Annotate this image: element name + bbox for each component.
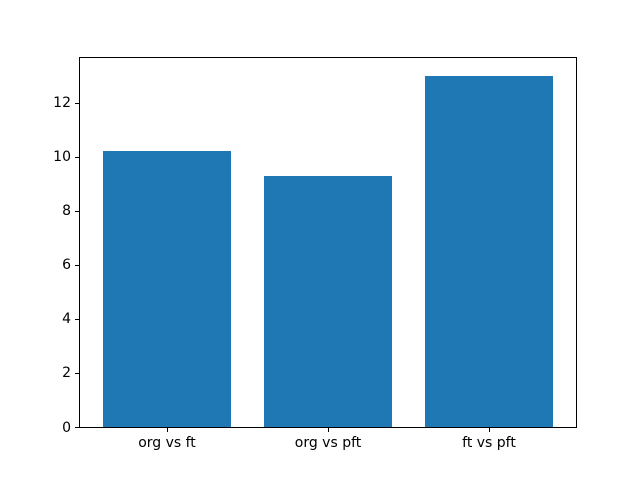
y-tick-label: 0	[62, 419, 71, 436]
plot-area	[79, 57, 577, 428]
y-tick-label: 8	[62, 203, 71, 220]
y-tick-mark	[75, 319, 80, 320]
y-tick-mark	[75, 373, 80, 374]
y-tick-label: 10	[53, 149, 71, 166]
bar-org-vs-pft	[263, 175, 393, 427]
y-tick-mark	[75, 427, 80, 428]
y-tick-mark	[75, 211, 80, 212]
y-tick-label: 4	[62, 311, 71, 328]
y-tick-label: 6	[62, 257, 71, 274]
x-tick-mark	[167, 427, 168, 432]
x-tick-mark	[489, 427, 490, 432]
y-tick-mark	[75, 157, 80, 158]
x-tick-label-org-vs-ft: org vs ft	[138, 435, 196, 451]
bar-ft-vs-pft	[424, 75, 554, 427]
y-tick-mark	[75, 103, 80, 104]
x-tick-mark	[328, 427, 329, 432]
y-tick-mark	[75, 265, 80, 266]
x-tick-label-org-vs-pft: org vs pft	[294, 435, 362, 451]
x-tick-label-ft-vs-pft: ft vs pft	[462, 435, 516, 451]
y-tick-label: 2	[62, 365, 71, 382]
y-tick-label: 12	[53, 95, 71, 112]
bar-org-vs-ft	[102, 151, 232, 427]
